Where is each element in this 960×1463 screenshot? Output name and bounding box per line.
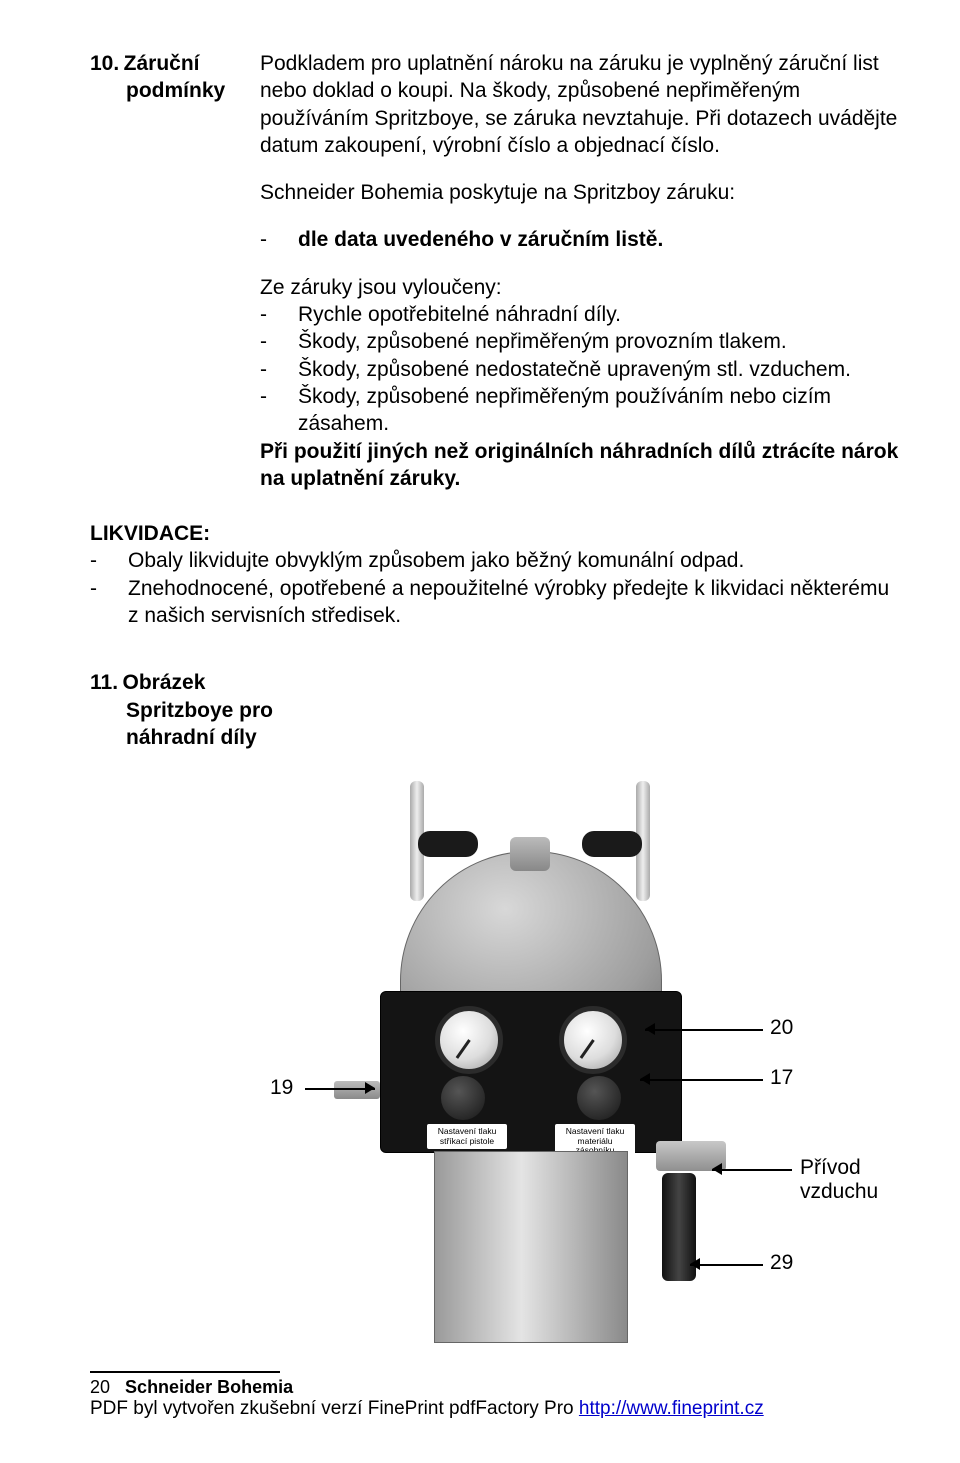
callout-29: 29	[770, 1251, 793, 1275]
likvidace-bullet-1: - Obaly likvidujte obvyklým způsobem jak…	[90, 547, 900, 574]
bullet-excl-3: - Škody, způsobené nedostatečně upravený…	[260, 356, 900, 383]
callout-17-line	[640, 1079, 763, 1081]
footer-brand: Schneider Bohemia	[125, 1377, 293, 1397]
section-11-number: 11.	[90, 671, 118, 694]
section-10-title-line2: podmínky	[126, 79, 225, 102]
figure-spritzboy: Nastavení tlaku stříkací pistole Nastave…	[90, 781, 900, 1341]
dial-left-icon	[441, 1076, 485, 1120]
section-10-title-line1: Záruční	[124, 52, 200, 75]
panel-label-left: Nastavení tlaku stříkací pistole	[427, 1124, 507, 1149]
pdf-generated-line: PDF byl vytvořen zkušební verzí FinePrin…	[90, 1398, 900, 1420]
bullet-excl-3-text: Škody, způsobené nedostatečně upraveným …	[298, 356, 900, 383]
callout-19: 19	[270, 1076, 293, 1100]
bullet-warranty-period: - dle data uvedeného v záručním listě.	[260, 226, 900, 253]
likvidace-block: LIKVIDACE: - Obaly likvidujte obvyklým z…	[90, 520, 900, 629]
bullet-excl-4-text: Škody, způsobené nepřiměřeným používáním…	[298, 383, 900, 438]
callout-29-line	[690, 1264, 763, 1266]
section-10-header: 10. Záruční podmínky Podkladem pro uplat…	[90, 50, 900, 159]
gauge-right-icon	[559, 1006, 627, 1074]
section-10-para1: Podkladem pro uplatnění nároku na záruku…	[260, 50, 900, 159]
section-10-para3: Ze záruky jsou vyloučeny:	[260, 274, 900, 301]
likvidace-bullet-2-text: Znehodnocené, opotřebené a nepoužitelné …	[128, 575, 900, 630]
likvidace-bullet-2: - Znehodnocené, opotřebené a nepoužiteln…	[90, 575, 900, 630]
bullet-excl-1: - Rychle opotřebitelné náhradní díly.	[260, 301, 900, 328]
page-footer: 20 Schneider Bohemia PDF byl vytvořen zk…	[90, 1371, 900, 1420]
bullet-warranty-period-text: dle data uvedeného v záručním listě.	[298, 226, 900, 253]
section-11-title-line1: Obrázek	[123, 671, 206, 694]
section-11-header: 11. Obrázek Spritzboye pro náhradní díly	[90, 669, 900, 751]
gauge-left-icon	[435, 1006, 503, 1074]
section-11-title-line3: náhradní díly	[126, 724, 900, 751]
callout-air: Přívod vzduchu	[800, 1156, 900, 1204]
control-panel-icon: Nastavení tlaku stříkací pistole Nastave…	[380, 991, 682, 1153]
bullet-excl-1-text: Rychle opotřebitelné náhradní díly.	[298, 301, 900, 328]
top-fitting-icon	[510, 837, 550, 871]
dial-right-icon	[577, 1076, 621, 1120]
pdf-prefix: PDF byl vytvořen zkušební verzí FinePrin…	[90, 1398, 579, 1419]
likvidace-title: LIKVIDACE:	[90, 520, 900, 547]
footer-divider	[90, 1371, 280, 1373]
bullet-excl-2: - Škody, způsobené nepřiměřeným provozní…	[260, 328, 900, 355]
callout-20-line	[645, 1029, 763, 1031]
column-icon	[434, 1151, 628, 1343]
callout-17: 17	[770, 1066, 793, 1090]
callout-20: 20	[770, 1016, 793, 1040]
callout-19-line	[305, 1088, 375, 1090]
footer-page-number: 20	[90, 1377, 110, 1397]
bullet-excl-2-text: Škody, způsobené nepřiměřeným provozním …	[298, 328, 900, 355]
document-page: 10. Záruční podmínky Podkladem pro uplat…	[0, 0, 960, 1440]
knob-left-icon	[418, 831, 478, 857]
callout-air-line	[712, 1169, 792, 1171]
bullet-excl-4: - Škody, způsobené nepřiměřeným používán…	[260, 383, 900, 438]
likvidace-bullet-1-text: Obaly likvidujte obvyklým způsobem jako …	[128, 547, 900, 574]
section-10-bold-note: Při použití jiných než originálních náhr…	[260, 438, 900, 493]
knob-right-icon	[582, 831, 642, 857]
section-11-title-line2: Spritzboye pro	[126, 697, 900, 724]
section-10-number: 10.	[90, 52, 119, 75]
section-10-para2: Schneider Bohemia poskytuje na Spritzboy…	[260, 179, 900, 206]
pdf-link[interactable]: http://www.fineprint.cz	[579, 1398, 764, 1419]
